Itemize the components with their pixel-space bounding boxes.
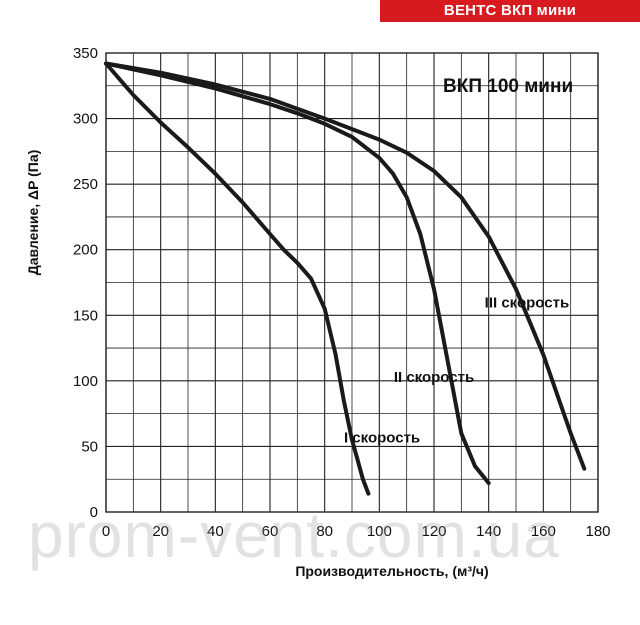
series-line-1: [104, 61, 371, 496]
y-tick-label: 300: [73, 111, 98, 128]
series-label-1: I скорость: [344, 429, 420, 446]
y-tick-label: 50: [81, 438, 98, 455]
series-lines: [104, 61, 587, 496]
x-tick-label: 60: [262, 523, 279, 540]
y-tick-label: 200: [73, 242, 98, 259]
y-tick-label: 350: [73, 45, 98, 62]
series-label-3: III скорость: [485, 294, 570, 311]
x-tick-label: 180: [585, 523, 610, 540]
y-tick-label: 0: [90, 504, 98, 521]
tick-labels: 0 20 40 60 80 100 120 140 160 180 0 50 100 150 200 250 3…: [73, 45, 611, 540]
series-label-2: II скорость: [394, 369, 474, 386]
header-badge: ВЕНТС ВКП мини: [380, 0, 640, 22]
x-tick-label: 160: [531, 523, 556, 540]
x-tick-label: 140: [476, 523, 501, 540]
y-tick-label: 250: [73, 176, 98, 193]
x-tick-label: 0: [102, 523, 110, 540]
y-axis-label: Давление, ΔP (Па): [25, 150, 41, 276]
plot-frame: [105, 52, 599, 513]
x-tick-label: 40: [207, 523, 224, 540]
x-tick-label: 80: [316, 523, 333, 540]
x-tick-label: 100: [367, 523, 392, 540]
x-tick-label: 20: [152, 523, 169, 540]
x-axis-label: Производительность, (м³/ч): [295, 563, 488, 579]
x-tick-label: 120: [421, 523, 446, 540]
series-line-3: [104, 61, 587, 471]
series-line-2: [104, 61, 491, 486]
annotations: I скорость II скорость III скорость: [344, 294, 569, 446]
y-tick-label: 150: [73, 307, 98, 324]
y-tick-label: 100: [73, 373, 98, 390]
chart-title: ВКП 100 мини: [443, 76, 573, 97]
